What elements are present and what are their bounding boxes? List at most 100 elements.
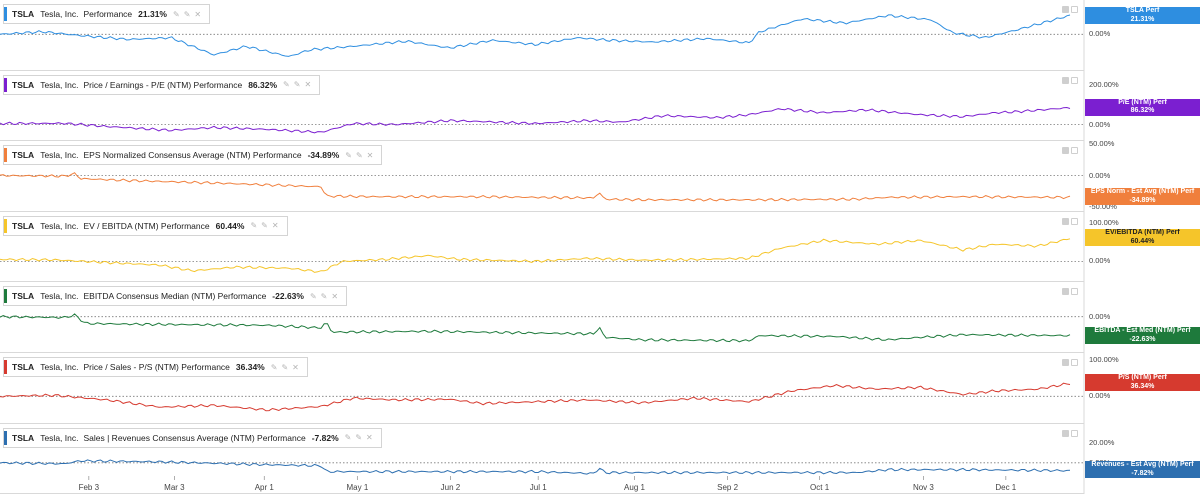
legend-metric: Performance	[83, 9, 133, 19]
legend-swatch	[4, 430, 7, 445]
copy-icon[interactable]: ✎	[293, 80, 301, 90]
value-tag-value: 86.32%	[1130, 107, 1155, 115]
edit-icon[interactable]: ✎	[283, 80, 290, 90]
value-tag-value: 36.34%	[1130, 382, 1155, 390]
series-legend: TSLA Tesla, Inc. Performance 21.31% ✎ ✎ ✕	[3, 4, 211, 24]
legend-swatch	[4, 77, 7, 92]
chart-panel	[0, 353, 1084, 424]
move-up-icon[interactable]	[1062, 6, 1069, 13]
copy-icon[interactable]: ✎	[320, 291, 328, 301]
legend-swatch	[4, 218, 7, 233]
close-icon[interactable]: ✕	[271, 221, 279, 231]
close-icon[interactable]: ✕	[331, 291, 339, 301]
x-tick-label: Dec 1	[995, 483, 1017, 492]
x-tick-label: Feb 3	[78, 483, 100, 492]
chart-panel	[0, 141, 1084, 212]
copy-icon[interactable]: ✎	[355, 150, 363, 160]
close-icon[interactable]: ✕	[194, 9, 202, 19]
y-tick-label: 200.00%	[1089, 80, 1119, 90]
legend-swatch	[4, 148, 7, 163]
expand-icon[interactable]	[1071, 288, 1078, 296]
y-tick-label: 0.00%	[1089, 29, 1111, 39]
value-tag-value: -34.89%	[1129, 196, 1156, 204]
copy-icon[interactable]: ✎	[355, 433, 363, 443]
legend-value: 86.32%	[248, 79, 278, 90]
legend-swatch	[4, 7, 7, 21]
edit-icon[interactable]: ✎	[309, 291, 317, 301]
close-icon[interactable]: ✕	[292, 362, 299, 372]
legend-ticker: TSLA	[12, 150, 35, 161]
y-tick-label: 0.00%	[1089, 391, 1111, 401]
expand-icon[interactable]	[1071, 147, 1078, 155]
move-up-icon[interactable]	[1062, 429, 1069, 437]
value-tag-name: Revenues - Est Avg (NTM) Perf	[1091, 461, 1194, 469]
panel-controls	[1062, 76, 1080, 85]
x-tick-label: Nov 3	[912, 483, 934, 492]
value-tag-value: 60.44%	[1130, 237, 1155, 245]
value-tag: EPS Norm - Est Avg (NTM) Perf -34.89%	[1085, 188, 1200, 206]
legend-swatch	[4, 360, 7, 374]
legend-metric: Sales | Revenues Consensus Average (NTM)…	[83, 432, 306, 443]
value-tag-name: EV/EBITDA (NTM) Perf	[1105, 229, 1180, 237]
expand-icon[interactable]	[1071, 429, 1078, 437]
legend-company: Tesla, Inc.	[40, 79, 79, 90]
chart-panel	[0, 212, 1084, 283]
legend-value: -7.82%	[311, 432, 339, 443]
expand-icon[interactable]	[1071, 6, 1078, 13]
x-tick-label: May 1	[346, 483, 369, 492]
x-tick-label: Aug 1	[624, 483, 645, 492]
y-tick-label: 100.00%	[1089, 218, 1119, 228]
x-tick-label: Oct 1	[810, 483, 830, 492]
x-tick-label: Jun 2	[440, 483, 461, 492]
copy-icon[interactable]: ✎	[261, 221, 268, 231]
move-up-icon[interactable]	[1062, 76, 1069, 84]
legend-ticker: TSLA	[12, 79, 35, 90]
value-tag-value: 21.31%	[1130, 15, 1155, 23]
legend-metric: Price / Earnings - P/E (NTM) Performance	[83, 79, 243, 90]
panel-controls	[1062, 288, 1080, 296]
value-tag-name: P/S (NTM) Perf	[1118, 374, 1167, 382]
series-legend: TSLA Tesla, Inc. EPS Normalized Consensus …	[3, 145, 383, 166]
legend-company: Tesla, Inc.	[40, 220, 79, 231]
series-legend: TSLA Tesla, Inc. Price / Earnings - P/E (N…	[3, 74, 321, 95]
legend-metric: Price / Sales - P/S (NTM) Performance	[83, 362, 230, 372]
move-up-icon[interactable]	[1062, 217, 1069, 225]
copy-icon[interactable]: ✎	[281, 362, 289, 372]
legend-company: Tesla, Inc.	[40, 291, 79, 302]
legend-value: 21.31%	[138, 9, 167, 19]
series-legend: TSLA Tesla, Inc. Sales | Revenues Consensu…	[3, 427, 382, 448]
value-tag-value: -7.82%	[1131, 469, 1154, 477]
move-up-icon[interactable]	[1062, 288, 1069, 296]
value-tag: Revenues - Est Avg (NTM) Perf -7.82%	[1085, 461, 1200, 479]
legend-value: 60.44%	[215, 220, 245, 231]
legend-value: -22.63%	[272, 291, 304, 302]
expand-icon[interactable]	[1071, 359, 1078, 366]
legend-ticker: TSLA	[12, 291, 35, 302]
close-icon[interactable]: ✕	[304, 80, 312, 90]
close-icon[interactable]: ✕	[366, 433, 373, 443]
expand-icon[interactable]	[1071, 76, 1078, 84]
series-legend: TSLA Tesla, Inc. Price / Sales - P/S (NTM)…	[3, 357, 308, 377]
y-tick-label: 0.00%	[1089, 311, 1111, 321]
edit-icon[interactable]: ✎	[173, 9, 180, 19]
legend-company: Tesla, Inc.	[40, 362, 79, 372]
move-up-icon[interactable]	[1062, 359, 1069, 366]
expand-icon[interactable]	[1071, 217, 1078, 225]
series-line	[0, 106, 1071, 134]
series-line	[0, 313, 1071, 343]
move-up-icon[interactable]	[1062, 147, 1069, 155]
edit-icon[interactable]: ✎	[250, 221, 258, 231]
close-icon[interactable]: ✕	[366, 150, 374, 160]
edit-icon[interactable]: ✎	[270, 362, 278, 372]
edit-icon[interactable]: ✎	[344, 433, 352, 443]
legend-company: Tesla, Inc.	[40, 9, 79, 19]
edit-icon[interactable]: ✎	[345, 150, 352, 160]
value-tag: EBITDA - Est Med (NTM) Perf -22.63%	[1085, 327, 1200, 345]
chart-panel	[0, 282, 1084, 353]
copy-icon[interactable]: ✎	[183, 9, 191, 19]
legend-ticker: TSLA	[12, 362, 35, 372]
y-tick-label: 100.00%	[1089, 355, 1119, 365]
series-line	[0, 238, 1071, 273]
